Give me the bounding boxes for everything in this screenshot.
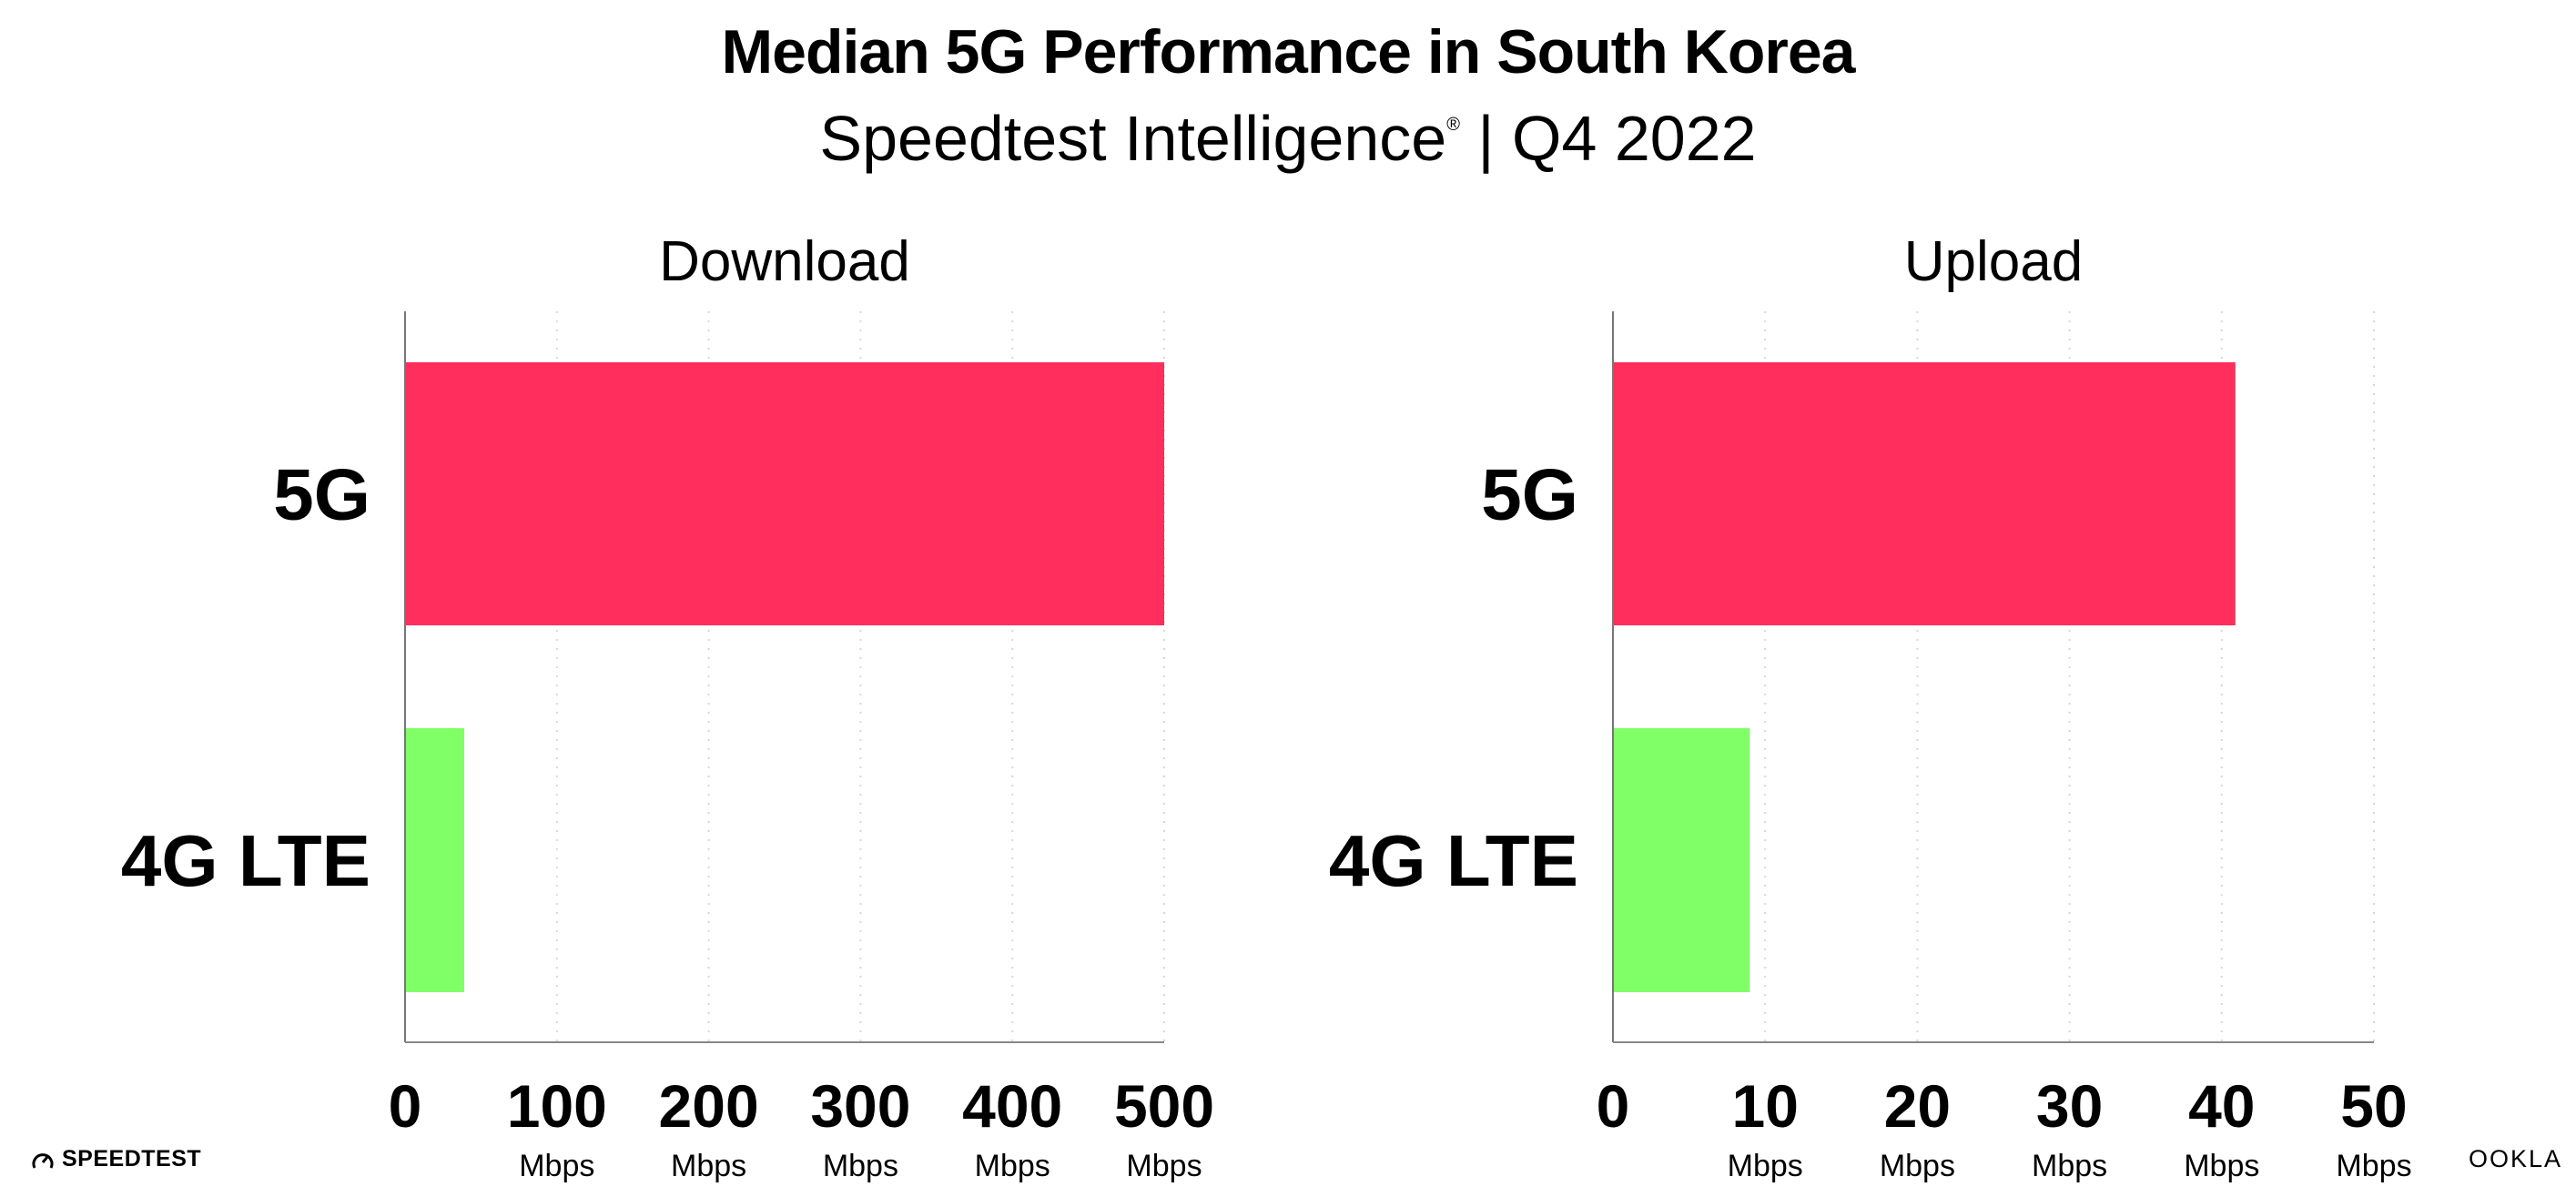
panel-title: Download — [659, 230, 910, 293]
subtitle-text: Speedtest Intelligence — [819, 103, 1447, 174]
x-tick-label: 40 — [2188, 1072, 2255, 1140]
category-label: 4G LTE — [121, 820, 370, 901]
x-tick-unit: Mbps — [519, 1149, 594, 1183]
x-tick-label: 30 — [2036, 1072, 2103, 1140]
subtitle-period: | Q4 2022 — [1477, 103, 1757, 174]
speedtest-logo: SPEEDTEST — [31, 1146, 201, 1172]
speedtest-logo-text: SPEEDTEST — [62, 1146, 202, 1172]
x-tick-unit: Mbps — [1126, 1149, 1202, 1183]
x-tick-unit: Mbps — [1728, 1149, 1803, 1183]
x-tick-label: 50 — [2340, 1072, 2407, 1140]
category-label: 5G — [1481, 454, 1578, 535]
chart-subtitle: Speedtest Intelligence® | Q4 2022 — [0, 102, 2576, 175]
x-tick-label: 400 — [962, 1072, 1062, 1140]
x-tick-label: 0 — [389, 1072, 422, 1140]
bar-4g-lte — [1613, 728, 1750, 992]
x-tick-unit: Mbps — [1880, 1149, 1955, 1183]
x-tick-unit: Mbps — [2184, 1149, 2259, 1183]
x-tick-label: 10 — [1731, 1072, 1798, 1140]
x-tick-unit: Mbps — [975, 1149, 1050, 1183]
gauge-icon — [32, 1152, 54, 1169]
bar-5g — [1613, 362, 2236, 625]
category-label: 4G LTE — [1329, 820, 1578, 901]
x-tick-label: 200 — [659, 1072, 759, 1140]
x-tick-label: 0 — [1597, 1072, 1630, 1140]
x-tick-unit: Mbps — [823, 1149, 898, 1183]
x-tick-unit: Mbps — [671, 1149, 746, 1183]
x-tick-label: 500 — [1114, 1072, 1214, 1140]
x-tick-unit: Mbps — [2032, 1149, 2107, 1183]
panel-title: Upload — [1904, 230, 2083, 293]
x-tick-label: 100 — [507, 1072, 607, 1140]
bar-4g-lte — [405, 728, 465, 992]
x-tick-label: 20 — [1884, 1072, 1951, 1140]
ookla-logo: OOKLA — [2469, 1145, 2563, 1172]
x-tick-unit: Mbps — [2336, 1149, 2411, 1183]
bar-5g — [405, 362, 1164, 625]
x-tick-label: 300 — [810, 1072, 910, 1140]
chart-title: Median 5G Performance in South Korea — [721, 17, 1856, 86]
registered-mark: ® — [1446, 115, 1460, 135]
category-label: 5G — [273, 454, 370, 535]
